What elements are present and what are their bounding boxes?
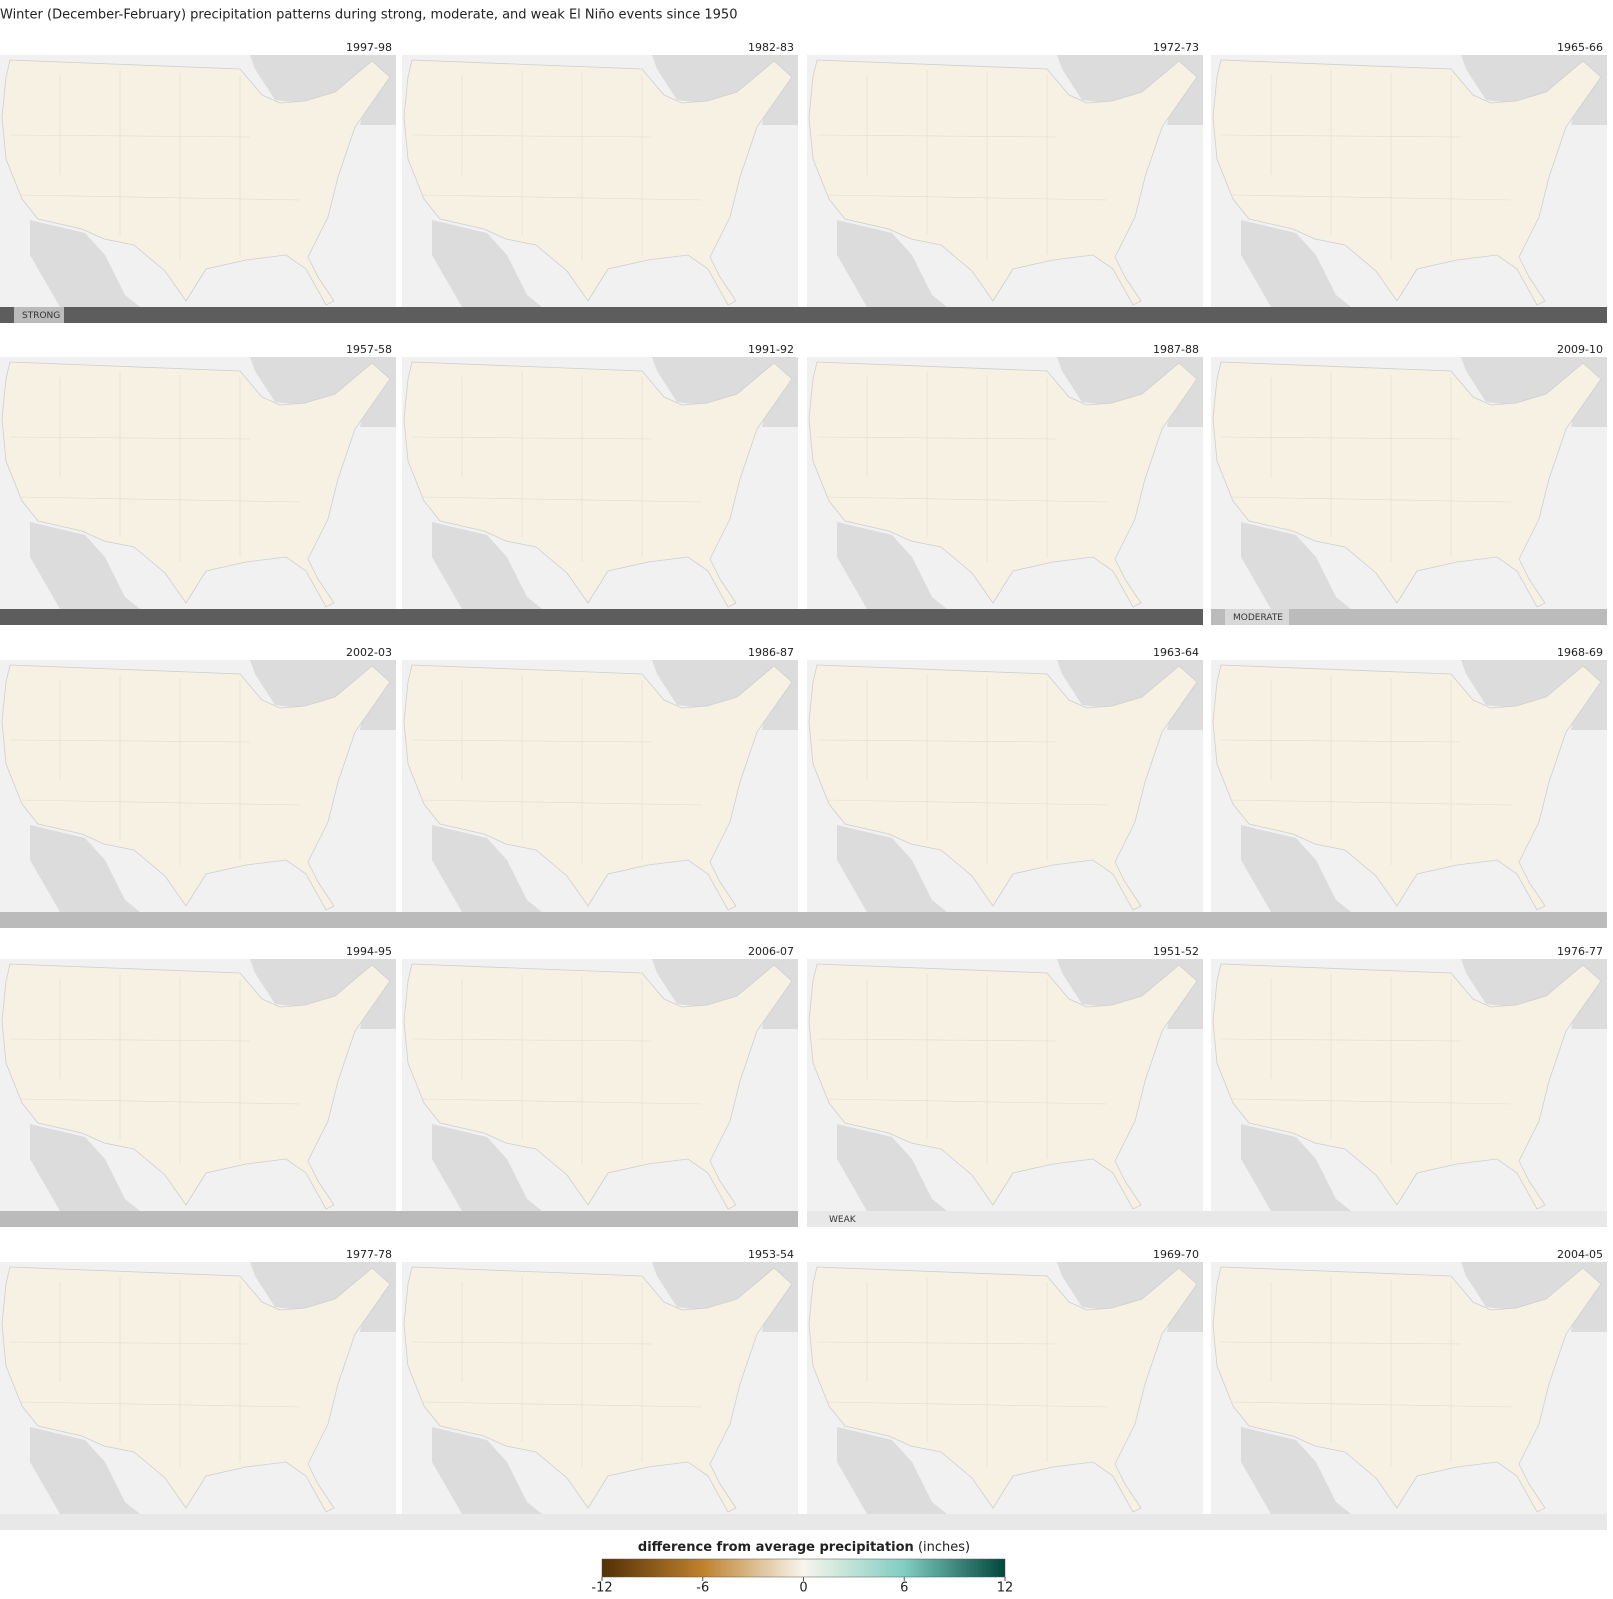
panel-label: 1994-95 [346, 945, 392, 958]
category-band [0, 307, 1607, 323]
tick-label: 12 [997, 1581, 1014, 1596]
panel-label: 1997-98 [346, 41, 392, 54]
us-map [0, 959, 396, 1211]
us-map [807, 959, 1203, 1211]
panel-label: 1972-73 [1153, 41, 1199, 54]
us-map [0, 1262, 396, 1514]
colorbar [601, 1558, 1006, 1578]
panel-label: 1965-66 [1557, 41, 1603, 54]
us-map [807, 660, 1203, 912]
legend-title: difference from average precipitation (i… [638, 1540, 970, 1555]
panel-label: 1951-52 [1153, 945, 1199, 958]
category-tag [1225, 609, 1289, 625]
us-map [0, 357, 396, 609]
us-map [402, 1262, 798, 1514]
panel-label: 1987-88 [1153, 343, 1199, 356]
us-map [1211, 1262, 1607, 1514]
panel-label: 2006-07 [748, 945, 794, 958]
category-label: MODERATE [1233, 613, 1283, 623]
category-band [0, 1211, 798, 1227]
us-map [0, 660, 396, 912]
us-map [402, 55, 798, 307]
category-band [1211, 609, 1607, 625]
us-map [1211, 55, 1607, 307]
us-map [807, 357, 1203, 609]
panel-label: 1986-87 [748, 646, 794, 659]
category-label: STRONG [22, 311, 60, 321]
us-map [1211, 959, 1607, 1211]
panel-label: 2004-05 [1557, 1248, 1603, 1261]
category-band [0, 912, 1607, 928]
us-map [402, 660, 798, 912]
tick-label: 0 [799, 1581, 807, 1596]
us-map [807, 55, 1203, 307]
tick-label: -6 [696, 1581, 709, 1596]
panel-label: 2002-03 [346, 646, 392, 659]
title: Winter (December-February) precipitation… [0, 8, 737, 23]
panel-label: 1982-83 [748, 41, 794, 54]
panel-label: 1968-69 [1557, 646, 1603, 659]
category-band [0, 609, 1203, 625]
tick-label: 6 [900, 1581, 908, 1596]
panel-label: 1976-77 [1557, 945, 1603, 958]
us-map [0, 55, 396, 307]
us-map [402, 357, 798, 609]
us-map [402, 959, 798, 1211]
panel-label: 1977-78 [346, 1248, 392, 1261]
us-map [1211, 357, 1607, 609]
panel-label: 2009-10 [1557, 343, 1603, 356]
legend-unit: (inches) [918, 1540, 970, 1555]
us-map [1211, 660, 1607, 912]
panel-label: 1957-58 [346, 343, 392, 356]
legend-label: difference from average precipitation [638, 1540, 914, 1555]
tick-label: -12 [591, 1581, 612, 1596]
category-label: WEAK [829, 1215, 857, 1225]
category-tag [14, 307, 64, 323]
category-tag [821, 1211, 871, 1227]
category-band [0, 1514, 1607, 1530]
us-map [807, 1262, 1203, 1514]
panel-label: 1991-92 [748, 343, 794, 356]
panel-label: 1963-64 [1153, 646, 1199, 659]
panel-label: 1953-54 [748, 1248, 794, 1261]
category-band [807, 1211, 1607, 1227]
panel-label: 1969-70 [1153, 1248, 1199, 1261]
